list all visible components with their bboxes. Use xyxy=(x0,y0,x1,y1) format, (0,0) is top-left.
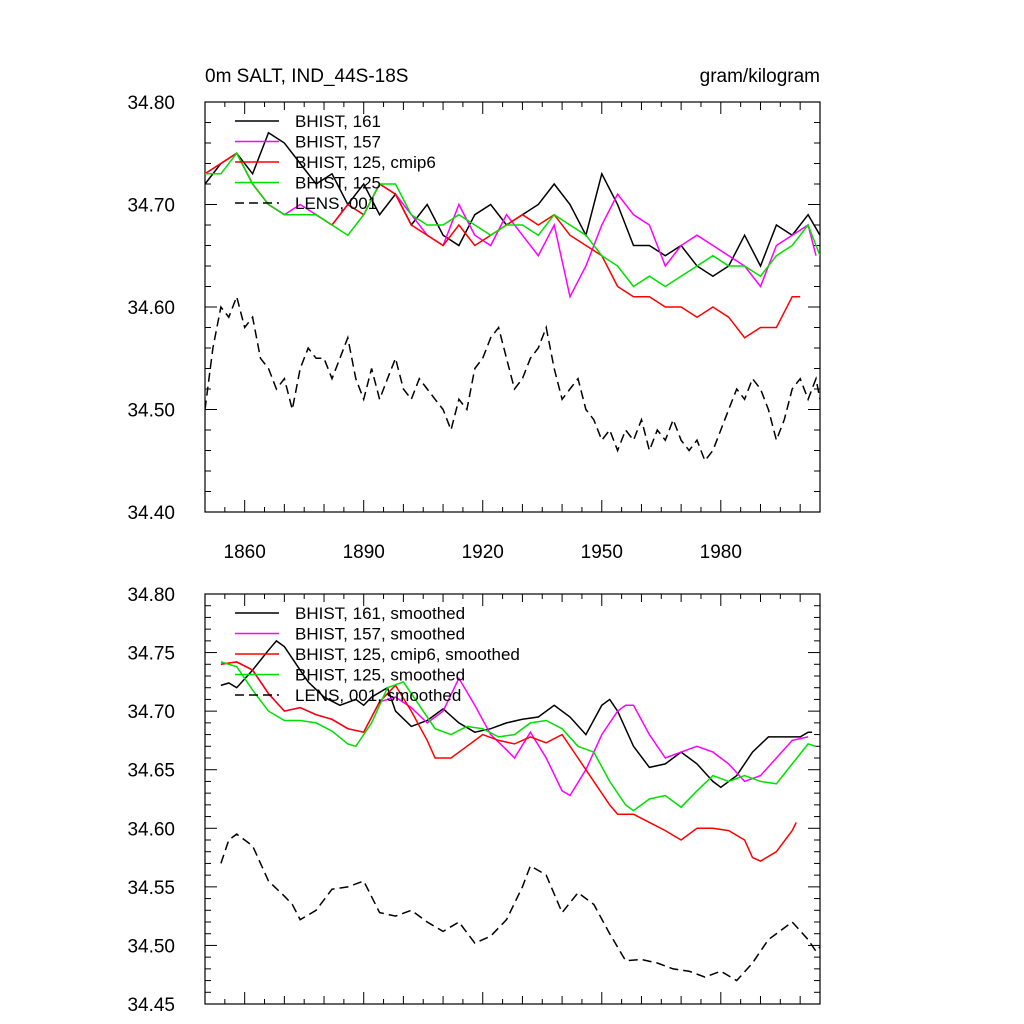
top-series-lines xyxy=(205,131,820,463)
top-x-tick-labels: 1860 1890 1920 1950 1980 xyxy=(224,542,742,563)
y-tick-label: 34.80 xyxy=(127,93,175,114)
series-line xyxy=(205,151,820,288)
legend-label: BHIST, 157, smoothed xyxy=(295,625,465,644)
y-tick-label: 34.50 xyxy=(127,936,175,957)
x-tick-label: 1890 xyxy=(343,542,385,563)
y-tick-label: 34.60 xyxy=(127,819,175,840)
bottom-plot-frame xyxy=(204,593,821,1005)
y-tick-label: 34.60 xyxy=(127,298,175,319)
x-tick-label: 1950 xyxy=(581,542,623,563)
y-tick-label: 34.65 xyxy=(127,761,175,782)
bottom-y-tick-labels: 34.80 34.75 34.70 34.65 34.60 34.55 34.50 34.45 xyxy=(127,585,175,1016)
y-tick-label: 34.50 xyxy=(127,401,175,422)
y-tick-label: 34.75 xyxy=(127,644,175,665)
legend-label: BHIST, 125, smoothed xyxy=(295,666,465,685)
legend-label: BHIST, 125 xyxy=(295,174,381,193)
series-line xyxy=(220,833,820,982)
y-tick-label: 34.55 xyxy=(127,878,175,899)
series-line xyxy=(205,294,820,463)
x-tick-label: 1860 xyxy=(224,542,266,563)
x-tick-label: 1980 xyxy=(700,542,742,563)
top-panel: 0m SALT, IND_44S-18S gram/kilogram 34.80… xyxy=(127,66,821,563)
series-line xyxy=(220,639,813,789)
y-tick-label: 34.70 xyxy=(127,702,175,723)
bottom-axis-ticks xyxy=(204,593,821,1005)
bottom-legend: BHIST, 161, smoothed BHIST, 157, smoothed… xyxy=(235,604,520,705)
legend-label: BHIST, 161, smoothed xyxy=(295,604,465,623)
x-tick-label: 1920 xyxy=(462,542,504,563)
top-y-tick-labels: 34.80 34.70 34.60 34.50 34.40 xyxy=(127,93,175,524)
series-line xyxy=(220,661,797,862)
chart-title-left: 0m SALT, IND_44S-18S xyxy=(205,66,408,87)
legend-label: LENS, 001 xyxy=(295,194,377,213)
legend-label: LENS, 001, smoothed xyxy=(295,686,461,705)
bottom-series-lines xyxy=(220,639,820,982)
y-tick-label: 34.80 xyxy=(127,585,175,606)
bottom-panel: 34.80 34.75 34.70 34.65 34.60 34.55 34.50 34.45… xyxy=(127,585,821,1016)
series-line xyxy=(220,661,817,812)
top-axis-ticks xyxy=(204,101,821,513)
y-tick-label: 34.40 xyxy=(127,503,175,524)
legend-label: BHIST, 157 xyxy=(295,133,381,152)
legend-label: BHIST, 125, cmip6, smoothed xyxy=(295,645,520,664)
y-tick-label: 34.45 xyxy=(127,995,175,1016)
legend-label: BHIST, 125, cmip6 xyxy=(295,153,436,172)
chart-units-label: gram/kilogram xyxy=(700,66,820,87)
y-tick-label: 34.70 xyxy=(127,196,175,217)
legend-label: BHIST, 161 xyxy=(295,112,381,131)
